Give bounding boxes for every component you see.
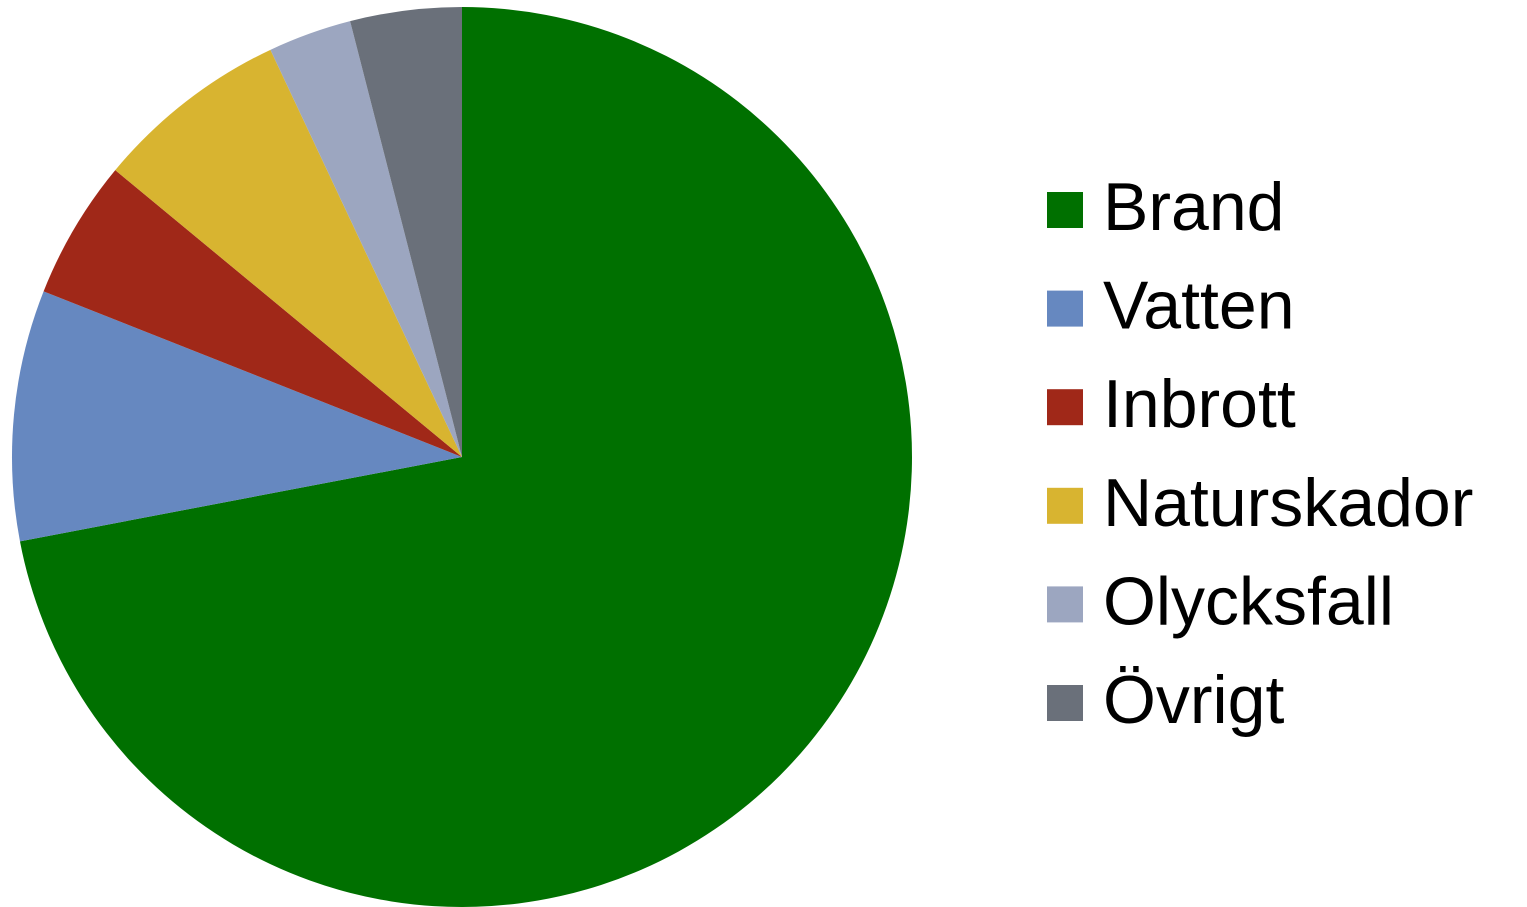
legend-label: Inbrott (1103, 366, 1296, 442)
pie-slice (350, 7, 462, 457)
legend-label: Olycksfall (1103, 563, 1394, 639)
pie-slice (115, 49, 462, 458)
legend-label: Naturskador (1103, 465, 1473, 541)
legend-label: Övrigt (1103, 662, 1284, 738)
legend-swatch (1047, 685, 1083, 721)
legend-swatch (1047, 389, 1083, 426)
legend-swatch (1047, 192, 1083, 228)
legend-label: Brand (1103, 169, 1284, 245)
pie-slice (270, 21, 462, 458)
pie-slice (19, 7, 912, 907)
legend-swatch (1047, 290, 1083, 327)
legend-swatch (1047, 586, 1083, 623)
legend-label: Vatten (1103, 268, 1295, 344)
legend-swatch (1047, 487, 1083, 524)
pie-slice (12, 291, 462, 542)
pie-slice (43, 170, 462, 457)
